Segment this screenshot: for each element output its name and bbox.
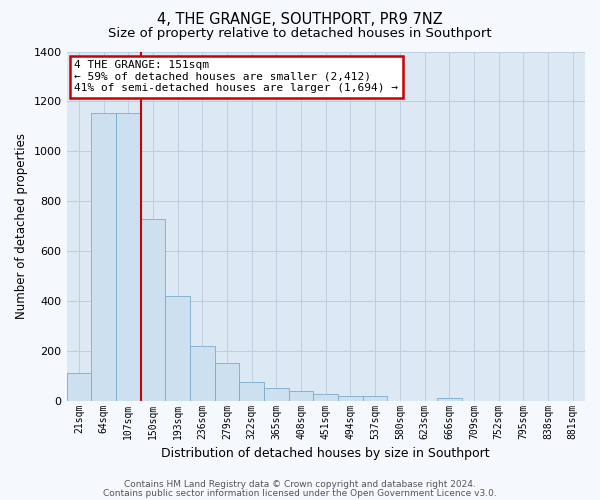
Text: Contains HM Land Registry data © Crown copyright and database right 2024.: Contains HM Land Registry data © Crown c…: [124, 480, 476, 489]
Bar: [239, 382, 264, 400]
Bar: [289, 390, 313, 400]
Y-axis label: Number of detached properties: Number of detached properties: [15, 133, 28, 319]
Bar: [190, 346, 215, 401]
Text: 4 THE GRANGE: 151sqm
← 59% of detached houses are smaller (2,412)
41% of semi-de: 4 THE GRANGE: 151sqm ← 59% of detached h…: [74, 60, 398, 94]
Bar: [215, 363, 239, 401]
Bar: [313, 394, 338, 400]
Bar: [264, 388, 289, 400]
Bar: [437, 398, 461, 400]
Text: 4, THE GRANGE, SOUTHPORT, PR9 7NZ: 4, THE GRANGE, SOUTHPORT, PR9 7NZ: [157, 12, 443, 28]
Bar: [363, 396, 388, 400]
Text: Contains public sector information licensed under the Open Government Licence v3: Contains public sector information licen…: [103, 489, 497, 498]
Text: Size of property relative to detached houses in Southport: Size of property relative to detached ho…: [108, 28, 492, 40]
X-axis label: Distribution of detached houses by size in Southport: Distribution of detached houses by size …: [161, 447, 490, 460]
Bar: [140, 218, 165, 400]
Bar: [338, 396, 363, 400]
Bar: [67, 373, 91, 400]
Bar: [91, 112, 116, 401]
Bar: [165, 296, 190, 401]
Bar: [116, 112, 140, 401]
